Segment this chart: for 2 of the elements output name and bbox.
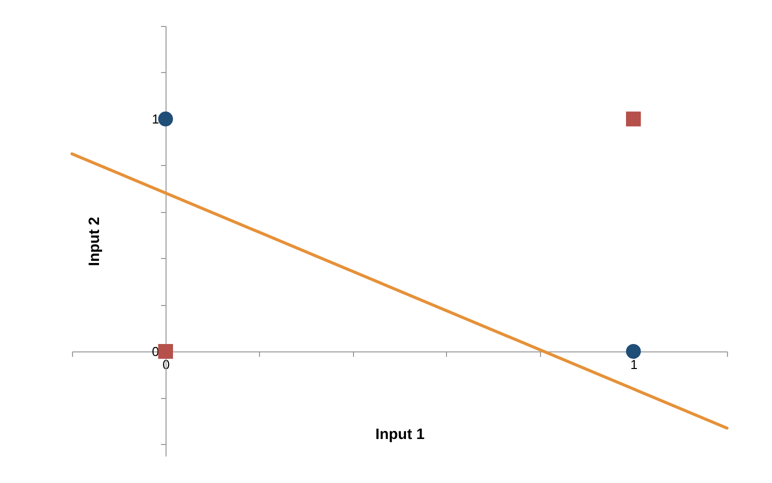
x-axis-title: Input 1 xyxy=(375,426,425,443)
y-axis-title: Input 2 xyxy=(86,216,103,266)
